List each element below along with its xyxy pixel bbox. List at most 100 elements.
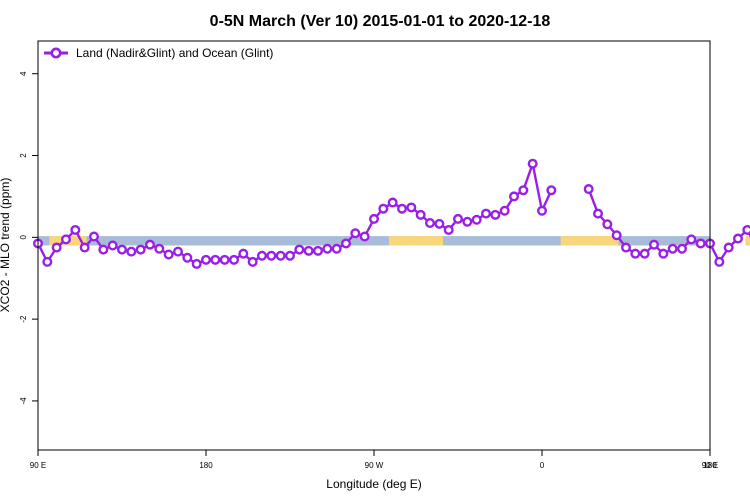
- data-point: [406, 202, 417, 213]
- data-point: [677, 243, 688, 254]
- x-tick-label: 0: [540, 461, 545, 470]
- data-point: [733, 233, 744, 244]
- data-point: [537, 205, 548, 216]
- x-tick-label: 180: [199, 461, 213, 470]
- data-point: [443, 224, 454, 235]
- y-tick-label: 4: [19, 71, 28, 76]
- data-point: [723, 242, 734, 253]
- data-point: [116, 244, 127, 255]
- data-point: [415, 209, 426, 220]
- legend: Land (Nadir&Glint) and Ocean (Glint): [44, 46, 273, 60]
- data-point: [434, 218, 445, 229]
- data-point: [481, 208, 492, 219]
- data-point: [322, 243, 333, 254]
- data-point: [509, 191, 520, 202]
- data-point: [247, 256, 258, 267]
- data-point: [527, 158, 538, 169]
- y-tick-label: 2: [19, 153, 28, 158]
- data-point: [369, 213, 380, 224]
- series-line: [587, 188, 750, 264]
- y-tick-label: -2: [19, 315, 28, 323]
- data-point: [275, 250, 286, 261]
- land-band-segment: [745, 236, 750, 246]
- data-point: [88, 231, 99, 242]
- y-axis-ticks: -4 -2 0 2 4: [19, 71, 38, 405]
- data-point: [742, 224, 750, 235]
- data-point: [182, 252, 193, 263]
- data-point: [98, 244, 109, 255]
- data-point: [257, 250, 268, 261]
- x-tick-label: 90 E: [702, 461, 718, 470]
- data-point: [210, 254, 221, 265]
- data-point: [238, 248, 249, 259]
- data-point: [154, 243, 165, 254]
- data-point: [462, 216, 473, 227]
- data-point: [397, 203, 408, 214]
- data-point: [593, 208, 604, 219]
- land-band-segment: [560, 236, 619, 246]
- data-point: [611, 230, 622, 241]
- data-point: [490, 209, 501, 220]
- data-point: [583, 184, 594, 195]
- data-point: [667, 243, 678, 254]
- data-point: [303, 245, 314, 256]
- y-tick-label: -4: [19, 397, 28, 405]
- data-point: [172, 246, 183, 257]
- y-tick-label: 0: [19, 235, 28, 240]
- data-point: [518, 185, 529, 196]
- data-point: [350, 228, 361, 239]
- data-point: [471, 214, 482, 225]
- x-axis-label: Longitude (deg E): [326, 477, 421, 491]
- data-point: [341, 238, 352, 249]
- data-point: [228, 254, 239, 265]
- data-point: [126, 246, 137, 257]
- data-point: [42, 256, 53, 267]
- data-point: [378, 203, 389, 214]
- data-point: [425, 218, 436, 229]
- data-point: [135, 244, 146, 255]
- data-point: [630, 248, 641, 259]
- data-point: [387, 197, 398, 208]
- data-point: [313, 245, 324, 256]
- data-point: [639, 248, 650, 259]
- data-point: [163, 249, 174, 260]
- data-point: [191, 258, 202, 269]
- data-point: [70, 224, 81, 235]
- data-point: [61, 234, 72, 245]
- data-point: [144, 239, 155, 250]
- data-point: [658, 248, 669, 259]
- x-tick-label: 180: [703, 461, 717, 470]
- data-point: [79, 242, 90, 253]
- data-point: [602, 219, 613, 230]
- data-point: [649, 239, 660, 250]
- data-point: [453, 213, 464, 224]
- x-tick-label: 90 E: [30, 461, 46, 470]
- data-point: [51, 242, 62, 253]
- data-point: [331, 243, 342, 254]
- data-point: [294, 244, 305, 255]
- data-point: [621, 242, 632, 253]
- data-point: [695, 238, 706, 249]
- data-point: [714, 256, 725, 267]
- data-point: [499, 205, 510, 216]
- data-point: [359, 231, 370, 242]
- ocean-band: [38, 236, 710, 246]
- data-point: [546, 185, 557, 196]
- data-point: [107, 240, 118, 251]
- y-axis-label: XCO2 - MLO trend (ppm): [0, 178, 12, 313]
- data-point: [686, 234, 697, 245]
- data-point: [219, 254, 230, 265]
- data-point: [266, 250, 277, 261]
- x-tick-label: 90 W: [365, 461, 384, 470]
- plot-frame: [37, 40, 711, 451]
- legend-marker: [50, 47, 62, 59]
- data-point: [200, 254, 211, 265]
- chart-title: 0-5N March (Ver 10) 2015-01-01 to 2020-1…: [210, 13, 551, 30]
- data-point: [285, 250, 296, 261]
- legend-label: Land (Nadir&Glint) and Ocean (Glint): [76, 46, 273, 60]
- series-layer: [33, 158, 750, 269]
- surface-band: [38, 236, 750, 246]
- land-band-segment: [388, 236, 444, 246]
